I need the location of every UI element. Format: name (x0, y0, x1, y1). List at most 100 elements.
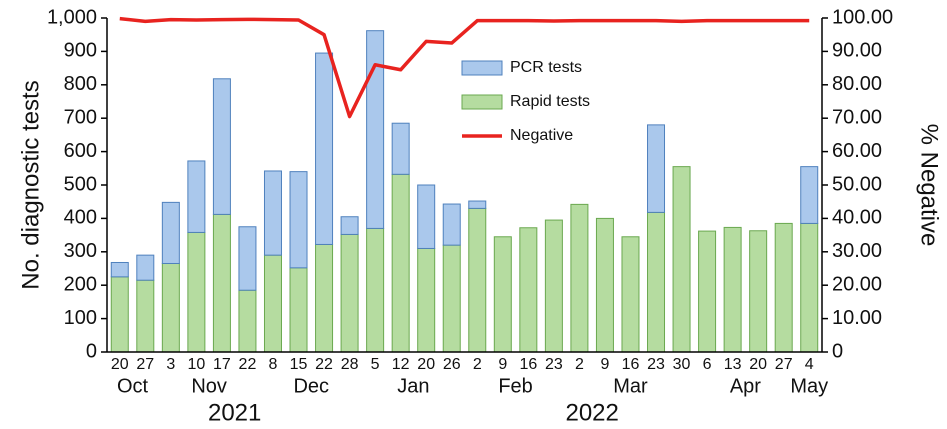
legend-label: PCR tests (510, 59, 582, 76)
bar (468, 200, 487, 209)
bar (774, 222, 793, 353)
x-tick-label: 10 (187, 356, 205, 373)
x-tick-label: 23 (545, 356, 563, 373)
x-tick-label: 13 (724, 356, 742, 373)
y-tick-label: 100 (64, 307, 97, 329)
bar (289, 171, 308, 269)
bar (110, 261, 129, 278)
y-tick-label: 700 (64, 106, 97, 128)
month-label: Apr (730, 375, 761, 397)
x-tick-label: 16 (519, 356, 537, 373)
x-tick-label: 12 (392, 356, 410, 373)
bar (544, 219, 563, 353)
bar (519, 227, 538, 353)
x-tick-label: 2 (473, 356, 482, 373)
bar (187, 160, 206, 233)
x-tick-label: 27 (775, 356, 793, 373)
x-tick-label: 22 (239, 356, 257, 373)
x-tick-label: 20 (749, 356, 767, 373)
y2-tick-label: 40.00 (832, 207, 882, 229)
month-label: Jan (397, 375, 429, 397)
x-tick-label: 9 (498, 356, 507, 373)
x-tick-label: 16 (622, 356, 640, 373)
bar (289, 267, 308, 353)
bar (136, 279, 155, 353)
y2-tick-label: 30.00 (832, 240, 882, 262)
month-label: Dec (293, 375, 329, 397)
legend-swatch (461, 60, 503, 76)
bar (136, 254, 155, 281)
bar (417, 184, 436, 249)
bar (442, 203, 461, 246)
bar (315, 52, 334, 245)
bar (570, 203, 589, 353)
bar (366, 30, 385, 229)
x-tick-label: 28 (341, 356, 359, 373)
month-label: Feb (498, 375, 532, 397)
bar (161, 262, 180, 353)
bar (161, 201, 180, 264)
bar (493, 236, 512, 353)
y2-tick-label: 90.00 (832, 40, 882, 62)
legend-label: Negative (510, 127, 573, 144)
y2-tick-label: 10.00 (832, 307, 882, 329)
y-tick-label: 200 (64, 273, 97, 295)
bar (391, 173, 410, 353)
y-tick-label: 400 (64, 207, 97, 229)
bar (647, 211, 666, 353)
bar (238, 226, 257, 291)
y2-tick-label: 80.00 (832, 73, 882, 95)
x-tick-label: 20 (111, 356, 129, 373)
month-label: Oct (117, 375, 149, 397)
month-label: Mar (613, 375, 648, 397)
bar (187, 231, 206, 353)
bar (391, 122, 410, 175)
bar (698, 230, 717, 353)
year-label: 2022 (565, 399, 618, 426)
x-tick-label: 4 (805, 356, 814, 373)
y2-axis-title: % Negative (916, 124, 943, 247)
y2-tick-label: 70.00 (832, 106, 882, 128)
legend-label: Rapid tests (510, 93, 590, 110)
x-tick-label: 27 (136, 356, 154, 373)
bar (110, 276, 129, 353)
bar (621, 236, 640, 353)
x-tick-label: 26 (443, 356, 461, 373)
bar (800, 166, 819, 224)
bar (212, 78, 231, 215)
bar (417, 247, 436, 353)
y-tick-label: 500 (64, 173, 97, 195)
y-axis-title: No. diagnostic tests (17, 80, 44, 289)
x-tick-label: 9 (600, 356, 609, 373)
y2-tick-label: 60.00 (832, 140, 882, 162)
bar (340, 216, 359, 235)
bar (800, 222, 819, 353)
bar (647, 124, 666, 213)
line-series (119, 16, 810, 119)
y2-tick-label: 0 (832, 340, 843, 362)
bar (595, 217, 614, 353)
y-tick-label: 900 (64, 40, 97, 62)
bar (749, 230, 768, 353)
y-tick-label: 300 (64, 240, 97, 262)
x-tick-label: 2 (575, 356, 584, 373)
bar (468, 207, 487, 353)
x-tick-label: 8 (269, 356, 278, 373)
bar (263, 170, 282, 256)
x-tick-label: 20 (417, 356, 435, 373)
year-label: 2021 (208, 399, 261, 426)
month-label: Nov (191, 375, 227, 397)
y-tick-label: 0 (86, 340, 97, 362)
x-tick-label: 17 (213, 356, 231, 373)
x-tick-label: 5 (371, 356, 380, 373)
x-tick-label: 22 (315, 356, 333, 373)
y-tick-label: 1,000 (47, 6, 97, 28)
x-tick-label: 6 (703, 356, 712, 373)
bar (723, 226, 742, 353)
x-tick-label: 23 (647, 356, 665, 373)
bar (340, 233, 359, 353)
x-tick-label: 3 (166, 356, 175, 373)
bar (366, 227, 385, 353)
